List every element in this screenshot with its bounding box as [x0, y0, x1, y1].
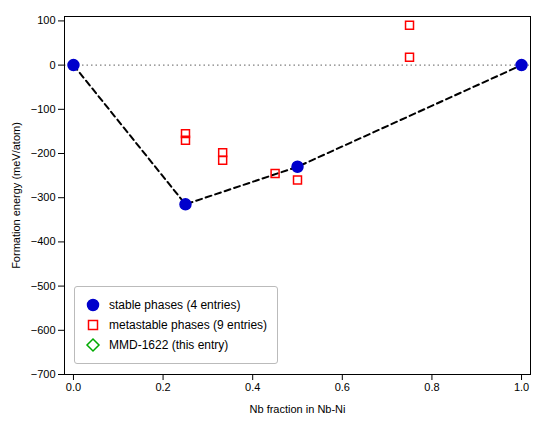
html-text:metastable phases (9 entries): metastable phases (9 entries)	[109, 317, 268, 332]
svg-text:−400: −400	[31, 235, 56, 247]
svg-text:0.0: 0.0	[66, 381, 81, 393]
svg-text:−700: −700	[31, 368, 56, 380]
svg-text:0: 0	[49, 59, 55, 71]
svg-text:0.6: 0.6	[335, 381, 350, 393]
svg-text:−200: −200	[31, 147, 56, 159]
svg-text:−600: −600	[31, 324, 56, 336]
svg-text:−100: −100	[31, 103, 56, 115]
svg-text:−300: −300	[31, 191, 56, 203]
svg-text:−500: −500	[31, 280, 56, 292]
html-text:stable phases (4 entries): stable phases (4 entries)	[109, 297, 241, 312]
svg-text:0.4: 0.4	[245, 381, 260, 393]
svg-text:Formation energy (meV/atom): Formation energy (meV/atom)	[10, 122, 22, 269]
svg-text:0.8: 0.8	[424, 381, 439, 393]
svg-text:Nb fraction in Nb-Ni: Nb fraction in Nb-Ni	[250, 403, 346, 415]
svg-text:100: 100	[37, 14, 55, 26]
html-text:MMD-1622 (this entry): MMD-1622 (this entry)	[109, 337, 229, 352]
svg-text:1.0: 1.0	[514, 381, 529, 393]
svg-text:0.2: 0.2	[155, 381, 170, 393]
